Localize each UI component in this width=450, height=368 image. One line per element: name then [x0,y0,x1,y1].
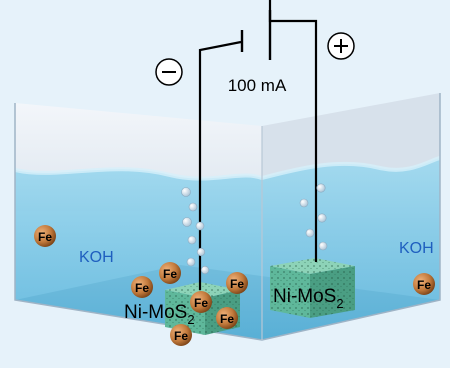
iron-particle: Fe [159,262,181,284]
iron-label: Fe [174,329,188,343]
gas-bubbles-right [299,183,328,251]
iron-particle: Fe [170,324,192,346]
electrolyte-label-right: KOH [399,240,434,257]
iron-particle: Fe [226,272,248,294]
iron-particle: Fe [413,273,435,295]
iron-particle: Fe [34,225,56,247]
current-label: 100 mA [228,76,287,95]
negative-terminal-icon [155,58,183,86]
iron-label: Fe [220,312,234,326]
negative-wire [198,40,242,290]
electrode-label-right: Ni-MoS2 [273,286,344,311]
positive-terminal-icon [327,32,355,60]
gas-bubbles-left [181,187,210,275]
iron-particle: Fe [190,291,212,313]
electrolyte-label-left: KOH [79,249,114,266]
iron-label: Fe [163,267,177,281]
iron-particle: Fe [131,276,153,298]
iron-label: Fe [38,230,52,244]
iron-label: Fe [417,278,431,292]
iron-label: Fe [194,296,208,310]
iron-label: Fe [230,277,244,291]
electrode-label-left: Ni-MoS2 [124,302,195,327]
iron-particle: Fe [216,307,238,329]
iron-label: Fe [135,281,149,295]
